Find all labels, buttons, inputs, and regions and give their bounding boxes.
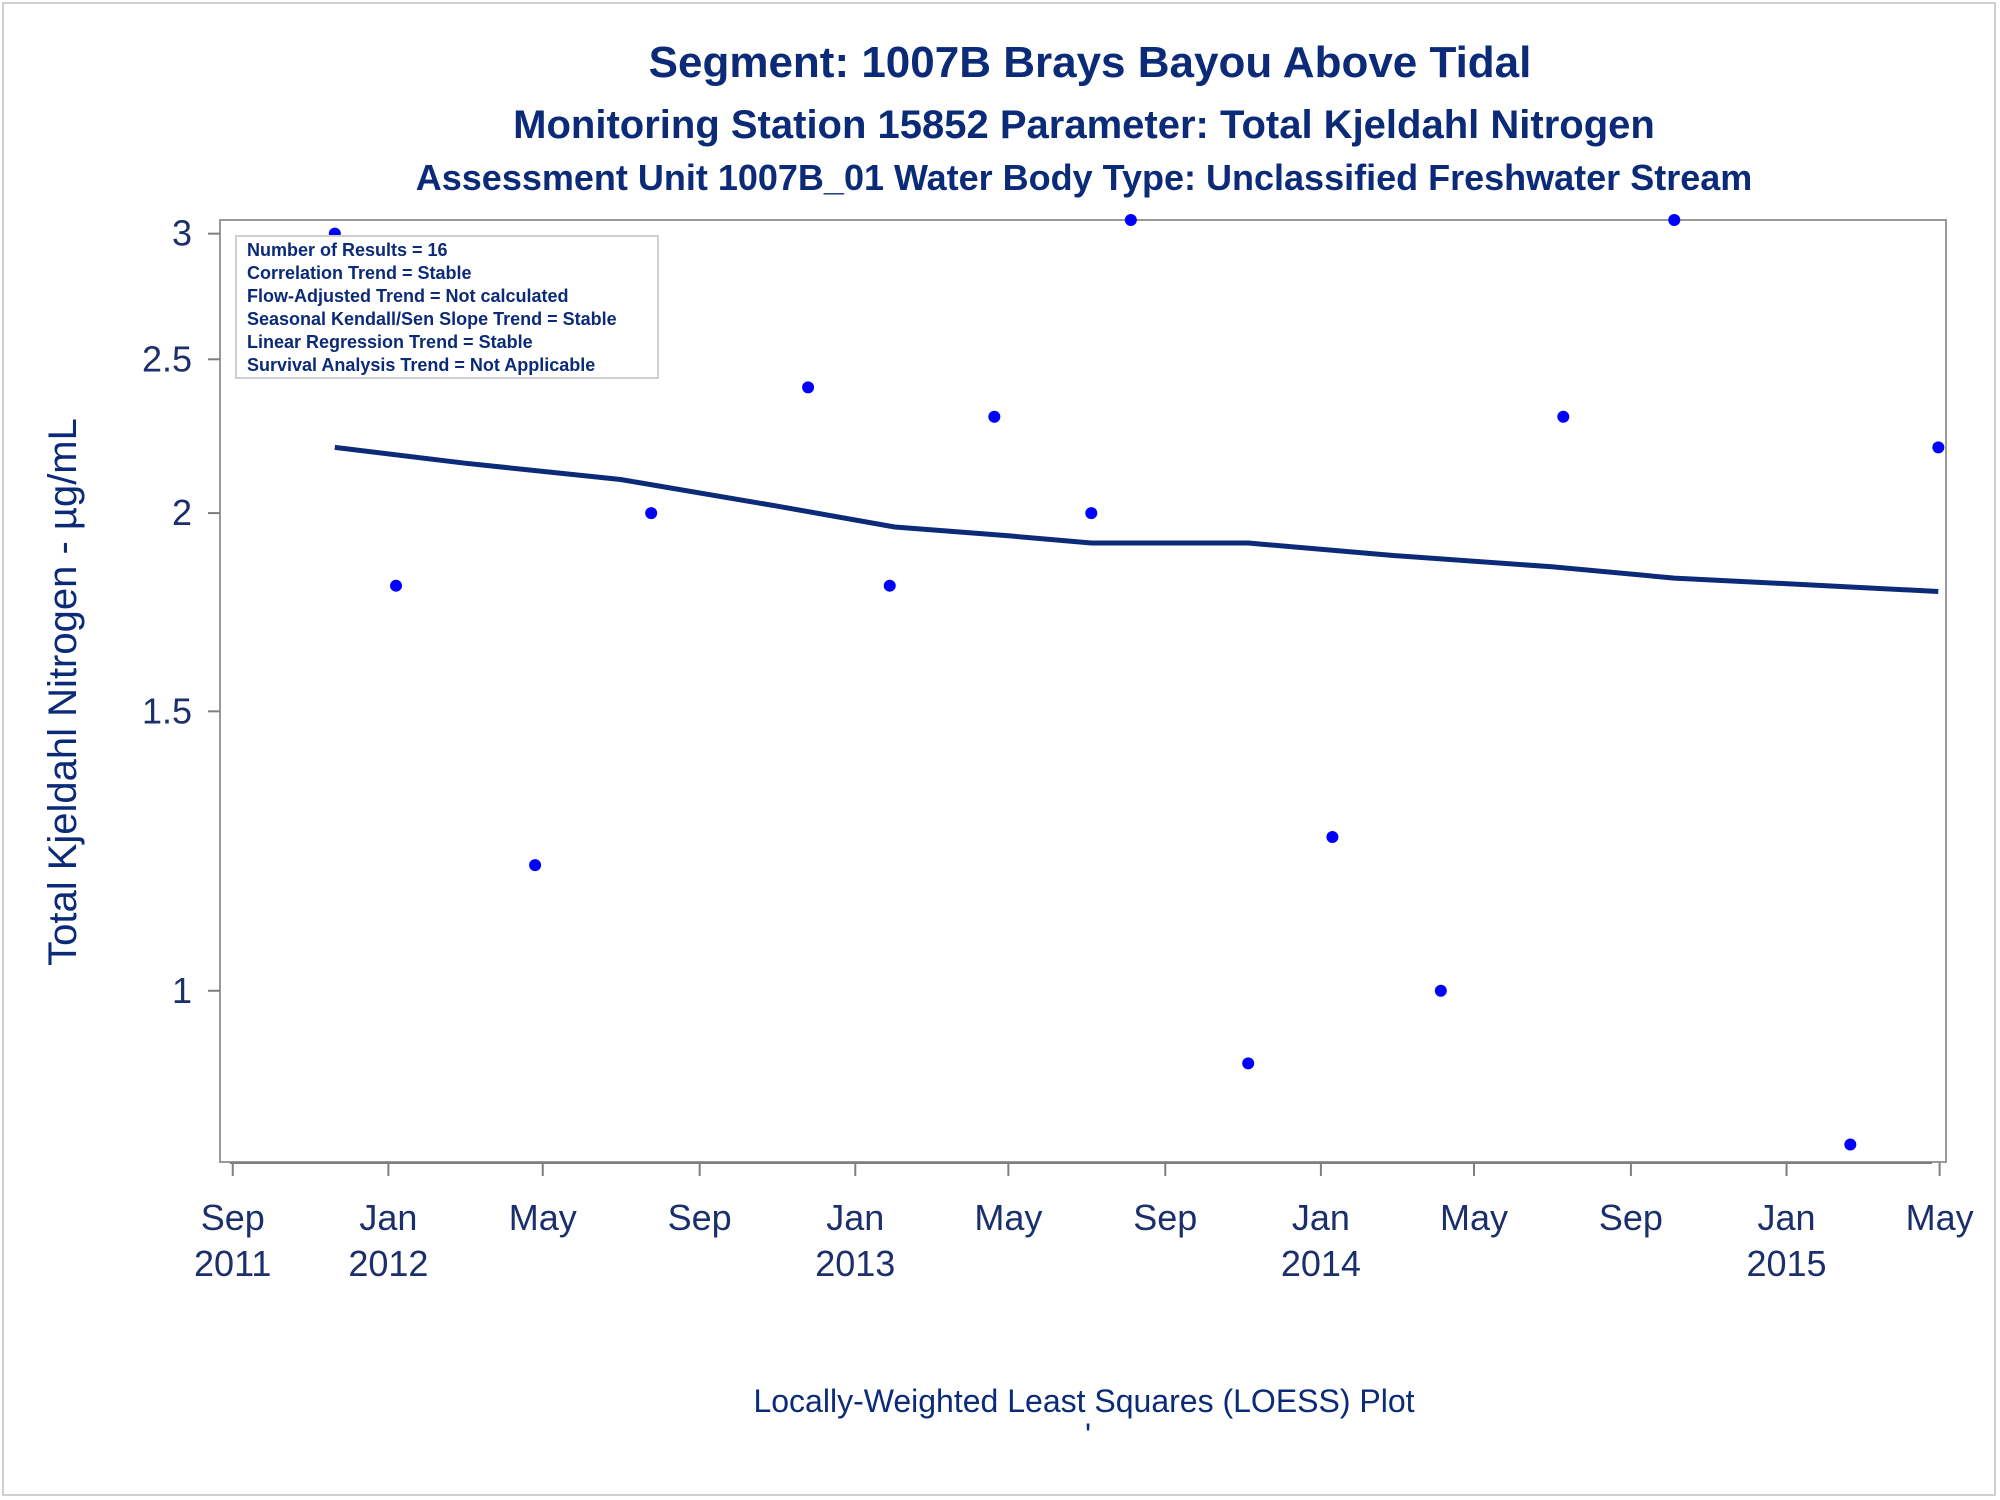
- x-tick-label-year: 2012: [348, 1243, 428, 1284]
- x-tick-label-year: 2013: [815, 1243, 895, 1284]
- stats-legend: Number of Results = 16 Correlation Trend…: [235, 235, 659, 379]
- x-tick-label-month: May: [1440, 1197, 1508, 1238]
- x-tick-label-month: Sep: [1133, 1197, 1197, 1238]
- stats-legend-box: [235, 235, 659, 379]
- stats-legend-entry: Flow-Adjusted Trend = Not calculated: [247, 286, 569, 306]
- y-tick-label: 3: [172, 213, 192, 254]
- data-point: [645, 507, 658, 520]
- x-tick-label-month: Sep: [201, 1197, 265, 1238]
- x-tick-label-month: May: [974, 1197, 1042, 1238]
- loess-line: [334, 444, 1939, 594]
- x-tick-label-month: Jan: [1292, 1197, 1350, 1238]
- data-point: [529, 859, 542, 872]
- data-point: [390, 579, 403, 592]
- data-point: [1668, 214, 1681, 226]
- data-point: [1326, 830, 1339, 843]
- x-tick-label-month: Sep: [1599, 1197, 1663, 1238]
- data-point: [1557, 410, 1570, 423]
- x-tick-label-year: 2011: [194, 1243, 271, 1284]
- chart-subtitle: Monitoring Station 15852 Parameter: Tota…: [513, 103, 1655, 147]
- data-point: [1124, 214, 1137, 226]
- x-tick-label-month: Jan: [826, 1197, 884, 1238]
- chart-footnote: Locally-Weighted Least Squares (LOESS) P…: [753, 1383, 1414, 1419]
- y-tick-label: 2.5: [142, 338, 192, 379]
- x-tick-label-year: 2014: [1281, 1243, 1361, 1284]
- chart-subtitle-2: Assessment Unit 1007B_01 Water Body Type…: [416, 157, 1753, 198]
- x-tick-label-month: May: [509, 1197, 577, 1238]
- data-point: [802, 381, 815, 394]
- data-points: [328, 214, 1945, 1151]
- y-tick-label: 2: [172, 492, 192, 533]
- data-point: [1434, 984, 1447, 997]
- x-tick-label-month: Sep: [668, 1197, 732, 1238]
- data-point: [1242, 1057, 1255, 1070]
- chart-title: Segment: 1007B Brays Bayou Above Tidal: [649, 38, 1532, 87]
- stats-legend-entry: Survival Analysis Trend = Not Applicable: [247, 355, 595, 375]
- x-tick-label-month: Jan: [359, 1197, 417, 1238]
- data-point: [883, 579, 896, 592]
- y-tick-label: 1.5: [142, 690, 192, 731]
- data-point: [1844, 1138, 1857, 1151]
- y-tick-label: 1: [172, 970, 192, 1011]
- stats-legend-entry: Number of Results = 16: [247, 240, 448, 260]
- y-axis-label: Total Kjeldahl Nitrogen - µg/mL: [41, 418, 85, 966]
- y-axis: 1 1.5 2 2.5 3: [142, 213, 220, 1011]
- x-tick-label-year: 2015: [1746, 1243, 1826, 1284]
- x-tick-label-month: May: [1906, 1197, 1974, 1238]
- x-axis: Sep 2011 Jan 2012 May Sep Jan 2013 May Sep Jan 2014…: [194, 1162, 1974, 1284]
- stats-legend-entry: Seasonal Kendall/Sen Slope Trend = Stabl…: [247, 309, 617, 329]
- data-point: [1932, 441, 1945, 454]
- stats-legend-entry: Correlation Trend = Stable: [247, 263, 472, 283]
- stats-legend-entry: Linear Regression Trend = Stable: [247, 332, 533, 352]
- chart-footnote-mark: ': [1085, 1417, 1091, 1453]
- data-point: [1085, 507, 1098, 520]
- data-point: [988, 410, 1001, 423]
- x-tick-label-month: Jan: [1758, 1197, 1816, 1238]
